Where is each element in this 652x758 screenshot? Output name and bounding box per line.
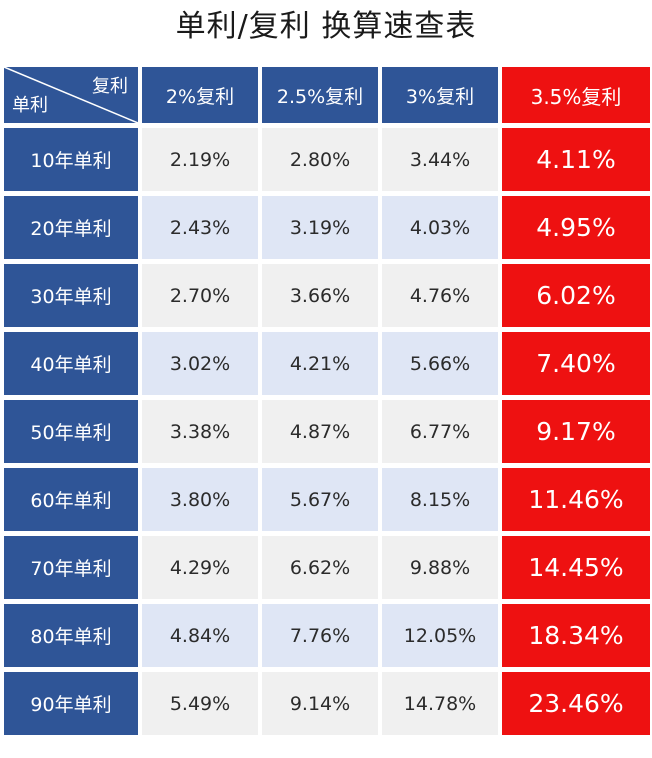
- highlight-cell: 14.45%: [502, 536, 650, 599]
- table-body: 10年单利 2.19% 2.80% 3.44% 4.11% 20年单利 2.43% 3.19%…: [4, 128, 650, 735]
- table-row: 90年单利 5.49% 9.14% 14.78% 23.46%: [4, 672, 650, 735]
- table-row: 50年单利 3.38% 4.87% 6.77% 9.17%: [4, 400, 650, 463]
- table-cell: 2.70%: [142, 264, 258, 327]
- table-row: 20年单利 2.43% 3.19% 4.03% 4.95%: [4, 196, 650, 259]
- column-header-3pct: 3%复利: [382, 67, 498, 123]
- row-header: 90年单利: [4, 672, 138, 735]
- table-row: 70年单利 4.29% 6.62% 9.88% 14.45%: [4, 536, 650, 599]
- table-cell: 3.19%: [262, 196, 378, 259]
- table-cell: 2.43%: [142, 196, 258, 259]
- table-cell: 2.80%: [262, 128, 378, 191]
- table-cell: 4.76%: [382, 264, 498, 327]
- row-header: 50年单利: [4, 400, 138, 463]
- table-cell: 12.05%: [382, 604, 498, 667]
- header-row: 复利 单利 2%复利 2.5%复利 3%复利 3.5%复利: [4, 67, 650, 123]
- row-header: 30年单利: [4, 264, 138, 327]
- highlight-cell: 4.11%: [502, 128, 650, 191]
- column-header-2-5pct: 2.5%复利: [262, 67, 378, 123]
- highlight-cell: 23.46%: [502, 672, 650, 735]
- table-cell: 9.88%: [382, 536, 498, 599]
- table-cell: 7.76%: [262, 604, 378, 667]
- column-header-3-5pct: 3.5%复利: [502, 67, 650, 123]
- row-header: 80年单利: [4, 604, 138, 667]
- column-header-2pct: 2%复利: [142, 67, 258, 123]
- table-cell: 5.67%: [262, 468, 378, 531]
- highlight-cell: 4.95%: [502, 196, 650, 259]
- table-cell: 14.78%: [382, 672, 498, 735]
- table-cell: 4.87%: [262, 400, 378, 463]
- highlight-cell: 11.46%: [502, 468, 650, 531]
- table-cell: 3.38%: [142, 400, 258, 463]
- corner-header: 复利 单利: [4, 67, 138, 123]
- table-row: 30年单利 2.70% 3.66% 4.76% 6.02%: [4, 264, 650, 327]
- table-cell: 6.62%: [262, 536, 378, 599]
- table-row: 40年单利 3.02% 4.21% 5.66% 7.40%: [4, 332, 650, 395]
- page-title: 单利/复利 换算速查表: [175, 9, 477, 44]
- table-row: 80年单利 4.84% 7.76% 12.05% 18.34%: [4, 604, 650, 667]
- conversion-table: 复利 单利 2%复利 2.5%复利 3%复利 3.5%复利 10年单利 2.19%…: [0, 62, 652, 740]
- corner-label-simple: 单利: [12, 95, 48, 116]
- table-cell: 4.29%: [142, 536, 258, 599]
- highlight-cell: 9.17%: [502, 400, 650, 463]
- corner-label-compound: 复利: [92, 76, 128, 97]
- row-header: 40年单利: [4, 332, 138, 395]
- table-cell: 5.49%: [142, 672, 258, 735]
- table-row: 60年单利 3.80% 5.67% 8.15% 11.46%: [4, 468, 650, 531]
- highlight-cell: 7.40%: [502, 332, 650, 395]
- table-cell: 4.21%: [262, 332, 378, 395]
- row-header: 70年单利: [4, 536, 138, 599]
- table-cell: 2.19%: [142, 128, 258, 191]
- row-header: 60年单利: [4, 468, 138, 531]
- table-row: 10年单利 2.19% 2.80% 3.44% 4.11%: [4, 128, 650, 191]
- table-cell: 4.03%: [382, 196, 498, 259]
- highlight-cell: 18.34%: [502, 604, 650, 667]
- diagonal-divider: [4, 67, 138, 123]
- table-cell: 4.84%: [142, 604, 258, 667]
- table-cell: 3.44%: [382, 128, 498, 191]
- row-header: 10年单利: [4, 128, 138, 191]
- highlight-cell: 6.02%: [502, 264, 650, 327]
- table-cell: 5.66%: [382, 332, 498, 395]
- table-cell: 9.14%: [262, 672, 378, 735]
- row-header: 20年单利: [4, 196, 138, 259]
- table-cell: 3.66%: [262, 264, 378, 327]
- table-cell: 3.80%: [142, 468, 258, 531]
- table-cell: 3.02%: [142, 332, 258, 395]
- table-cell: 6.77%: [382, 400, 498, 463]
- table-cell: 8.15%: [382, 468, 498, 531]
